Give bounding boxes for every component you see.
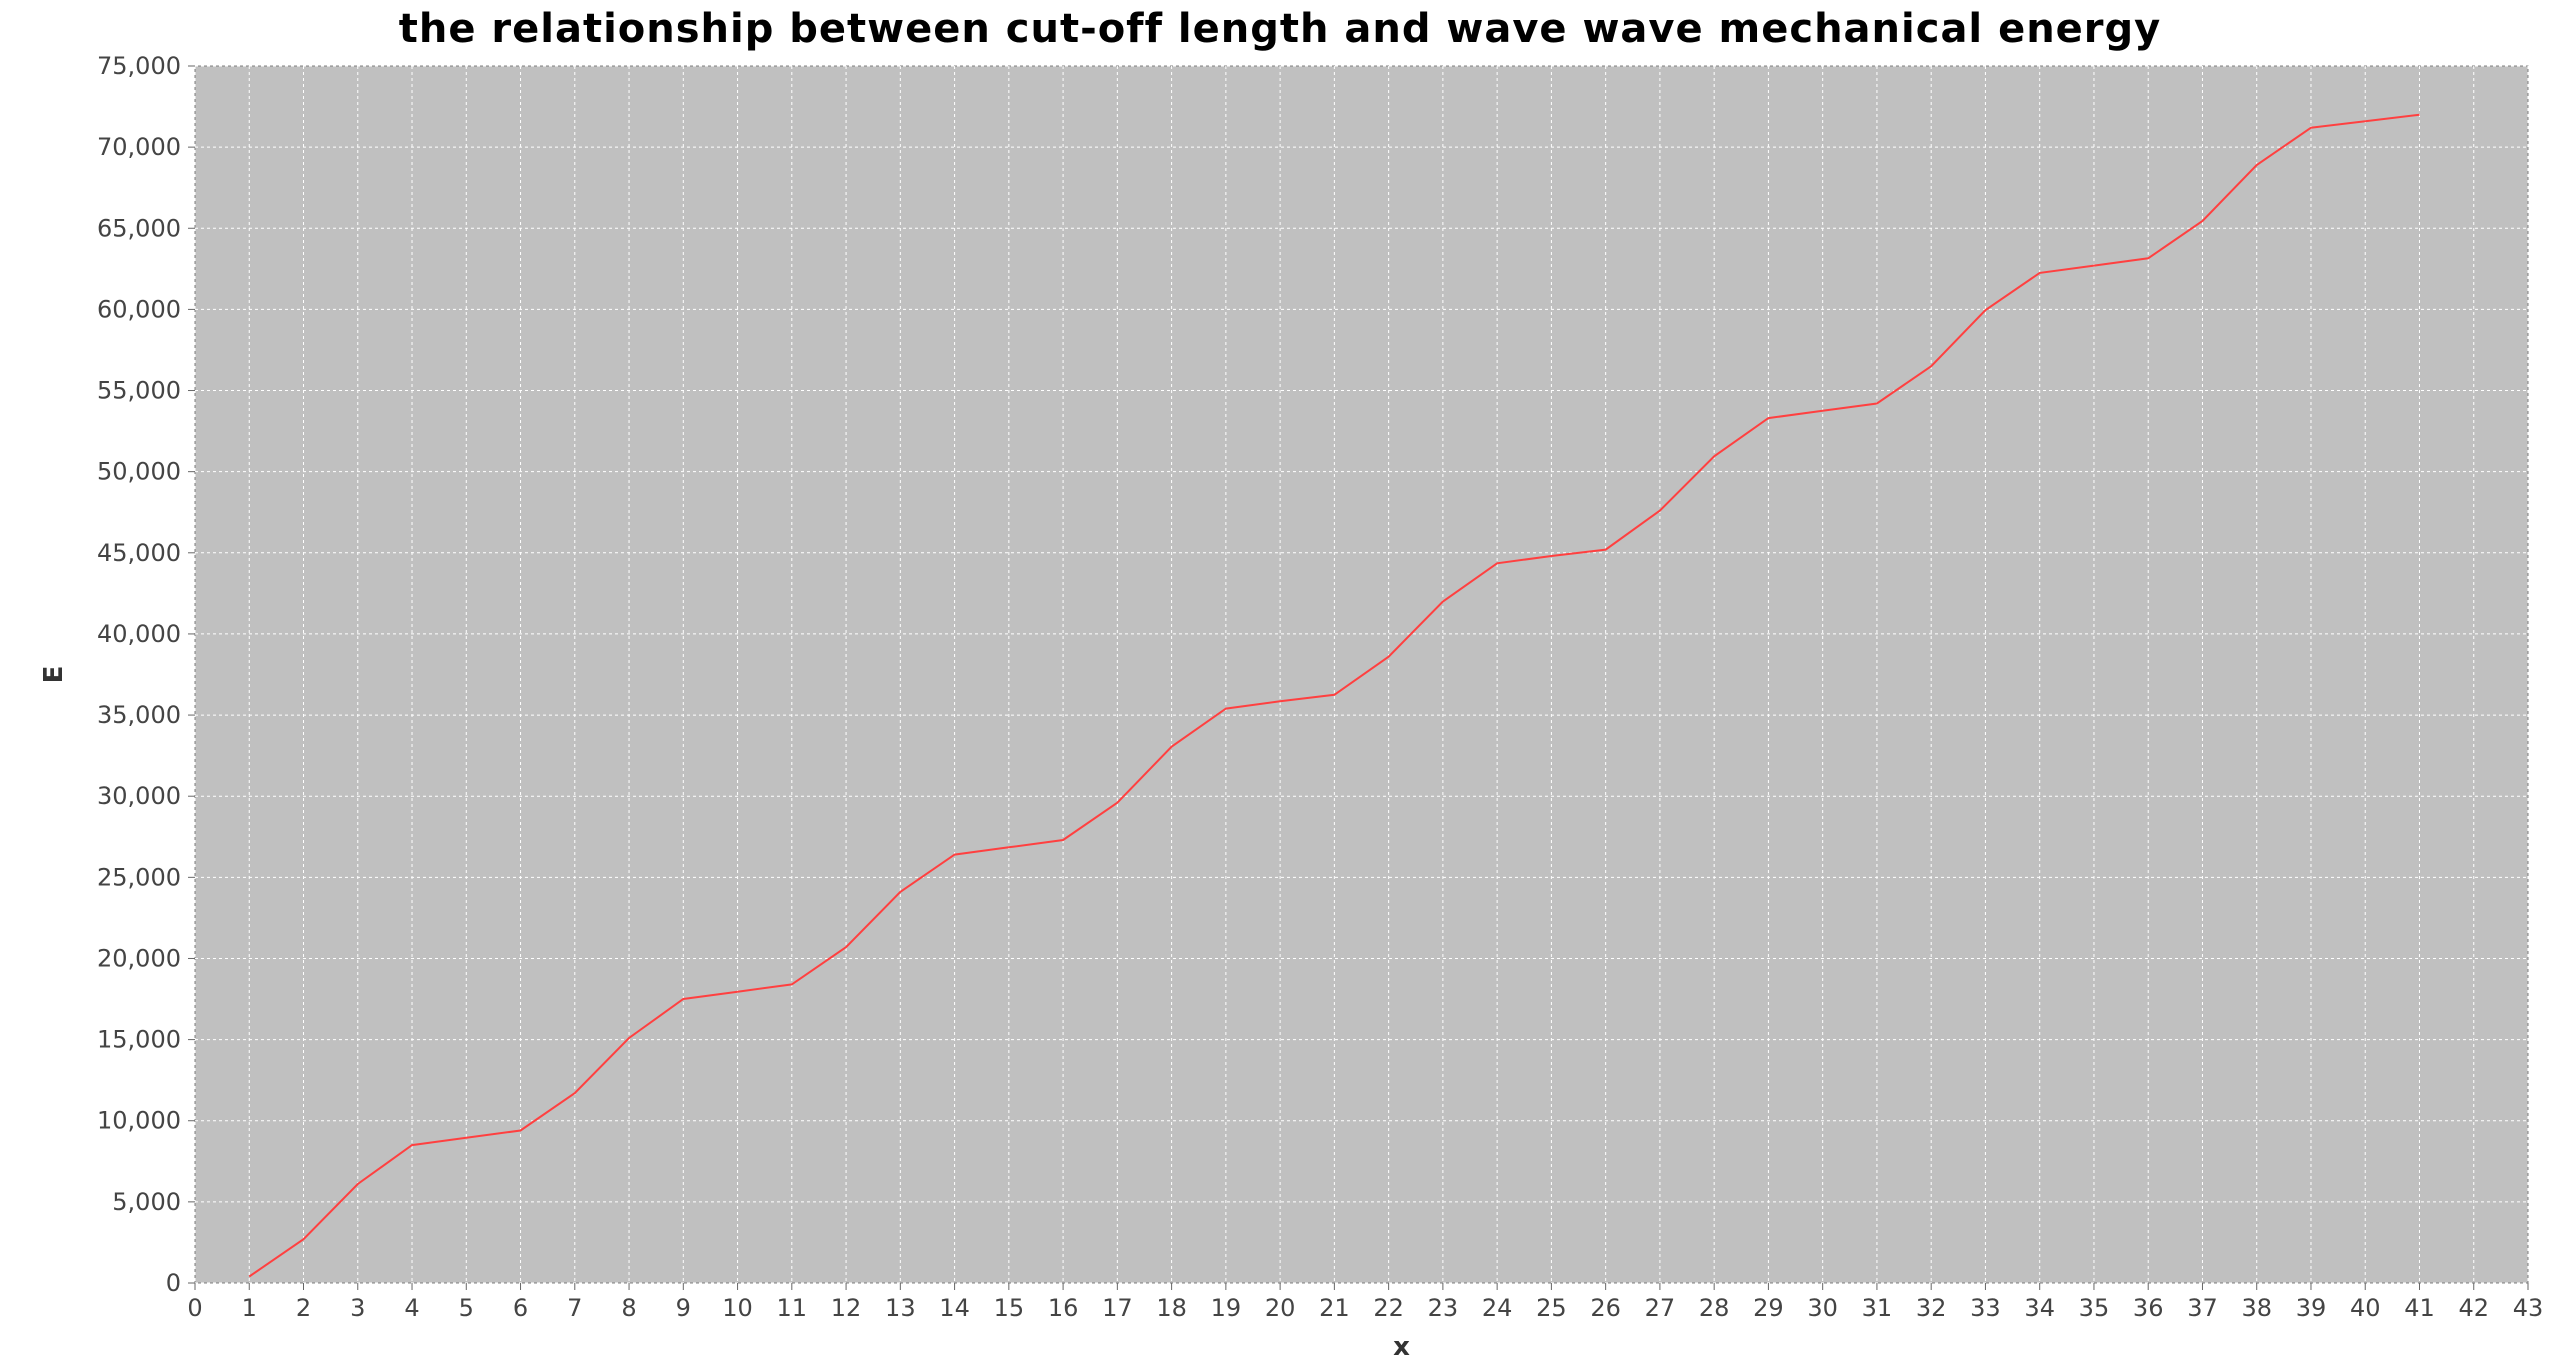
x-tick-label: 38 xyxy=(2241,1294,2272,1322)
y-tick-label: 25,000 xyxy=(97,863,181,891)
x-tick-label: 19 xyxy=(1211,1294,1242,1322)
x-tick-label: 12 xyxy=(831,1294,862,1322)
y-tick-label: 60,000 xyxy=(97,295,181,323)
y-axis-label: E xyxy=(39,666,69,684)
y-tick-label: 45,000 xyxy=(97,539,181,567)
x-tick-label: 10 xyxy=(722,1294,753,1322)
x-tick-label: 34 xyxy=(2024,1294,2055,1322)
x-tick-label: 23 xyxy=(1428,1294,1459,1322)
x-tick-label: 28 xyxy=(1699,1294,1730,1322)
x-tick-label: 24 xyxy=(1482,1294,1513,1322)
x-tick-label: 41 xyxy=(2404,1294,2435,1322)
x-tick-label: 18 xyxy=(1156,1294,1187,1322)
x-tick-label: 26 xyxy=(1590,1294,1621,1322)
chart-title: the relationship between cut-off length … xyxy=(398,6,2162,52)
x-tick-label: 5 xyxy=(459,1294,474,1322)
grid-lines xyxy=(194,65,2529,1284)
x-tick-label: 35 xyxy=(2079,1294,2110,1322)
x-tick-label: 31 xyxy=(1862,1294,1893,1322)
y-tick-label: 50,000 xyxy=(97,458,181,486)
x-axis-ticks: 0 1 2 3 4 5 6 7 8 9 10 11 12 13 14 15 16 17 18 19 20 21 22 23 24… xyxy=(187,1283,2543,1322)
x-tick-label: 22 xyxy=(1373,1294,1404,1322)
x-tick-label: 16 xyxy=(1048,1294,1079,1322)
y-axis-ticks: 0 5,000 10,000 15,000 20,000 25,000 30,000 35,0… xyxy=(97,52,195,1297)
x-tick-label: 17 xyxy=(1102,1294,1133,1322)
x-tick-label: 9 xyxy=(676,1294,691,1322)
x-tick-label: 37 xyxy=(2187,1294,2218,1322)
y-tick-label: 70,000 xyxy=(97,133,181,161)
x-tick-label: 43 xyxy=(2513,1294,2544,1322)
x-tick-label: 40 xyxy=(2350,1294,2381,1322)
y-tick-label: 55,000 xyxy=(97,377,181,405)
x-tick-label: 25 xyxy=(1536,1294,1567,1322)
x-tick-label: 8 xyxy=(621,1294,636,1322)
y-tick-label: 40,000 xyxy=(97,620,181,648)
x-tick-label: 39 xyxy=(2296,1294,2327,1322)
y-tick-label: 5,000 xyxy=(112,1188,181,1216)
y-tick-label: 0 xyxy=(166,1269,181,1297)
x-tick-label: 11 xyxy=(777,1294,808,1322)
x-tick-label: 42 xyxy=(2458,1294,2489,1322)
plot-area xyxy=(194,65,2529,1284)
x-tick-label: 30 xyxy=(1807,1294,1838,1322)
x-tick-label: 13 xyxy=(885,1294,916,1322)
y-tick-label: 10,000 xyxy=(97,1107,181,1135)
y-tick-label: 35,000 xyxy=(97,701,181,729)
x-tick-label: 15 xyxy=(994,1294,1025,1322)
x-tick-label: 0 xyxy=(187,1294,202,1322)
x-tick-label: 7 xyxy=(567,1294,582,1322)
x-tick-label: 3 xyxy=(350,1294,365,1322)
x-tick-label: 2 xyxy=(296,1294,311,1322)
x-tick-label: 21 xyxy=(1319,1294,1350,1322)
x-tick-label: 27 xyxy=(1645,1294,1676,1322)
x-axis-label: x xyxy=(1393,1332,1410,1358)
x-tick-label: 33 xyxy=(1970,1294,2001,1322)
x-tick-label: 1 xyxy=(242,1294,257,1322)
y-tick-label: 20,000 xyxy=(97,944,181,972)
x-tick-label: 32 xyxy=(1916,1294,1947,1322)
x-tick-label: 14 xyxy=(939,1294,970,1322)
series-line xyxy=(248,113,2420,1278)
y-tick-label: 30,000 xyxy=(97,782,181,810)
y-tick-label: 15,000 xyxy=(97,1026,181,1054)
x-tick-label: 20 xyxy=(1265,1294,1296,1322)
y-tick-label: 75,000 xyxy=(97,52,181,80)
x-tick-label: 36 xyxy=(2133,1294,2164,1322)
x-tick-label: 4 xyxy=(404,1294,419,1322)
x-tick-label: 6 xyxy=(513,1294,528,1322)
y-tick-label: 65,000 xyxy=(97,214,181,242)
x-tick-label: 29 xyxy=(1753,1294,1784,1322)
